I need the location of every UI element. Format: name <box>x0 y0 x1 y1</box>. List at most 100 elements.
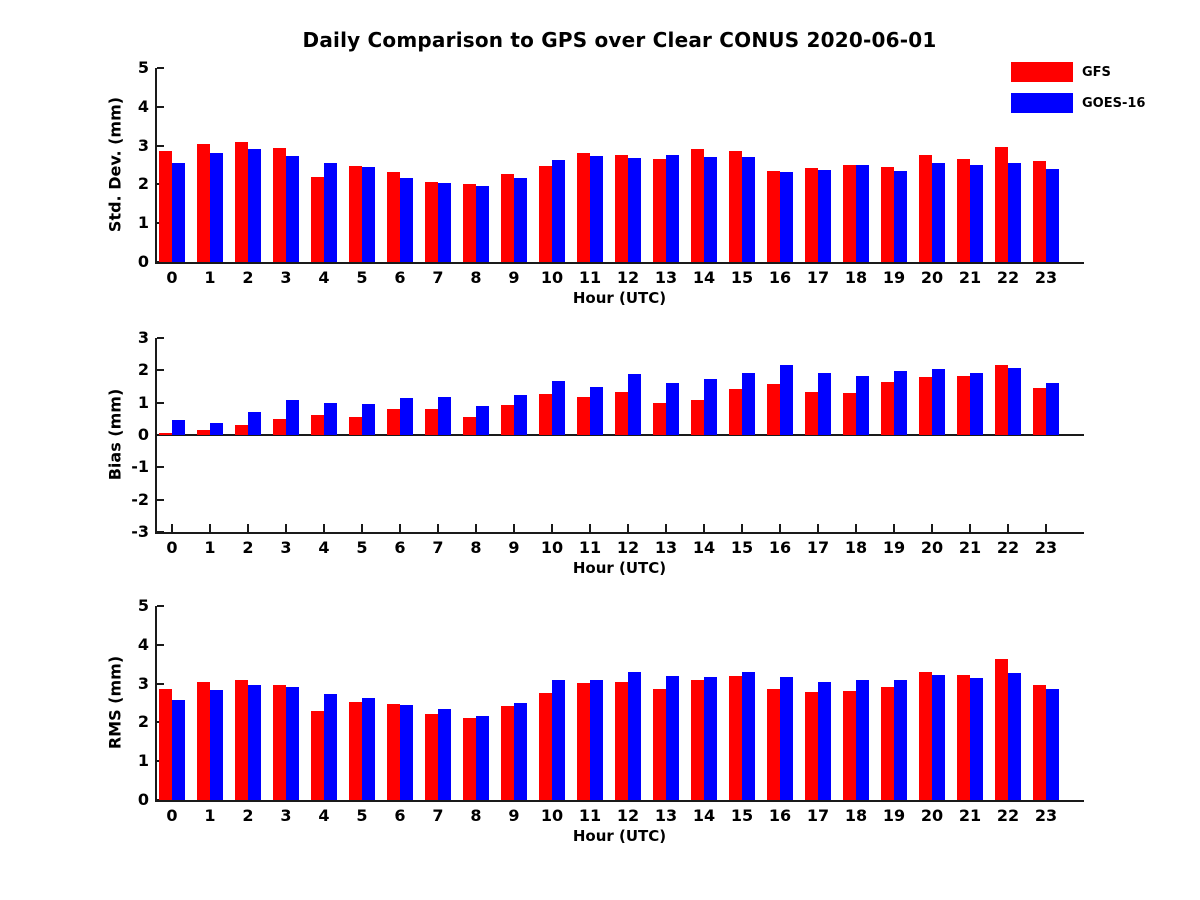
bar-goes-16-hour-3 <box>286 400 299 435</box>
bar-goes-16-hour-0 <box>172 700 185 800</box>
y-tick-label: -1 <box>131 457 149 477</box>
x-tick-mark <box>969 524 971 532</box>
x-tick-label: 14 <box>692 538 716 557</box>
bar-goes-16-hour-5 <box>362 403 375 435</box>
bar-gfs-hour-13 <box>653 158 666 262</box>
x-tick-label: 13 <box>654 538 678 557</box>
bar-goes-16-hour-8 <box>476 406 489 435</box>
bar-gfs-hour-8 <box>463 417 476 435</box>
y-tick-mark <box>157 643 164 646</box>
x-tick-label: 16 <box>768 538 792 557</box>
y-tick-label: 1 <box>137 392 149 412</box>
bar-goes-16-hour-14 <box>704 379 717 435</box>
bar-goes-16-hour-16 <box>780 364 793 435</box>
bar-gfs-hour-2 <box>235 425 248 435</box>
bar-goes-16-hour-22 <box>1008 367 1021 435</box>
bar-goes-16-hour-20 <box>932 369 945 435</box>
bar-gfs-hour-11 <box>577 683 590 800</box>
x-tick-label: 4 <box>318 538 330 557</box>
bar-goes-16-hour-5 <box>362 167 375 262</box>
bar-gfs-hour-10 <box>539 692 552 800</box>
x-tick-label: 6 <box>394 538 406 557</box>
x-tick-mark <box>665 524 667 532</box>
bar-goes-16-hour-6 <box>400 177 413 262</box>
x-axis-line <box>155 532 1084 534</box>
x-tick-label: 5 <box>356 538 368 557</box>
x-tick-label: 18 <box>844 268 868 287</box>
bar-goes-16-hour-8 <box>476 185 489 262</box>
bar-gfs-hour-3 <box>273 685 286 800</box>
bar-goes-16-hour-12 <box>628 157 641 262</box>
bar-goes-16-hour-9 <box>514 703 527 800</box>
bar-gfs-hour-16 <box>767 689 780 800</box>
x-axis-title: Hour (UTC) <box>572 827 667 845</box>
bar-gfs-hour-8 <box>463 183 476 262</box>
x-tick-label: 17 <box>806 538 830 557</box>
bar-goes-16-hour-17 <box>818 682 831 800</box>
y-tick-mark <box>157 498 164 501</box>
y-tick-mark <box>157 466 164 469</box>
bar-gfs-hour-9 <box>501 173 514 262</box>
bar-gfs-hour-22 <box>995 147 1008 262</box>
bar-goes-16-hour-1 <box>210 422 223 435</box>
x-tick-label: 0 <box>166 538 178 557</box>
bar-gfs-hour-4 <box>311 711 324 800</box>
y-axis-title: RMS (mm) <box>105 655 125 750</box>
x-tick-label: 9 <box>508 538 520 557</box>
x-tick-label: 11 <box>578 268 602 287</box>
bar-goes-16-hour-4 <box>324 693 337 800</box>
bar-goes-16-hour-20 <box>932 163 945 262</box>
bar-goes-16-hour-0 <box>172 419 185 435</box>
bar-goes-16-hour-13 <box>666 675 679 800</box>
legend: GFS GOES-16 <box>1011 62 1145 113</box>
bar-gfs-hour-16 <box>767 170 780 262</box>
bar-gfs-hour-22 <box>995 364 1008 435</box>
x-tick-mark <box>855 524 857 532</box>
bar-goes-16-hour-19 <box>894 680 907 800</box>
bar-goes-16-hour-2 <box>248 148 261 262</box>
x-tick-mark <box>779 524 781 532</box>
bar-gfs-hour-19 <box>881 166 894 262</box>
bar-gfs-hour-19 <box>881 686 894 800</box>
bar-gfs-hour-5 <box>349 417 362 435</box>
bar-gfs-hour-7 <box>425 181 438 262</box>
subplot-rms: 0 1 2 3 4 5 0 1 2 3 4 5 6 7 8 9 10 11 12 13 14 15 16 17 18 19 20 21… <box>106 596 1084 845</box>
x-tick-label: 7 <box>432 268 444 287</box>
y-axis-title: Std. Dev. (mm) <box>105 96 125 233</box>
x-tick-label: 18 <box>844 806 868 825</box>
bar-goes-16-hour-7 <box>438 708 451 800</box>
y-axis-title: Bias (mm) <box>105 388 125 481</box>
y-tick-label: 1 <box>137 213 149 233</box>
bar-goes-16-hour-14 <box>704 156 717 262</box>
x-tick-label: 21 <box>958 268 982 287</box>
x-tick-label: 20 <box>920 538 944 557</box>
bar-gfs-hour-19 <box>881 381 894 435</box>
x-axis-title: Hour (UTC) <box>572 289 667 307</box>
bar-gfs-hour-9 <box>501 405 514 435</box>
bar-gfs-hour-14 <box>691 399 704 435</box>
bar-goes-16-hour-19 <box>894 170 907 262</box>
bar-gfs-hour-6 <box>387 409 400 435</box>
y-tick-label: 2 <box>137 712 149 732</box>
x-tick-label: 3 <box>280 268 292 287</box>
bar-goes-16-hour-5 <box>362 697 375 800</box>
subplot-std-dev: 0 1 2 3 4 5 0 1 2 3 4 5 6 7 8 9 10 11 12 13 14 15 16 17 18 19 20 21… <box>106 58 1084 307</box>
y-tick-mark <box>157 682 164 685</box>
x-tick-label: 3 <box>280 806 292 825</box>
x-tick-mark <box>361 524 363 532</box>
bar-goes-16-hour-18 <box>856 680 869 800</box>
bar-goes-16-hour-11 <box>590 156 603 262</box>
x-tick-mark <box>817 524 819 532</box>
bar-gfs-hour-18 <box>843 691 856 800</box>
bar-goes-16-hour-17 <box>818 372 831 435</box>
bar-goes-16-hour-9 <box>514 395 527 435</box>
bar-gfs-hour-6 <box>387 704 400 800</box>
bar-goes-16-hour-18 <box>856 375 869 435</box>
y-tick-label: 2 <box>137 360 149 380</box>
x-tick-label: 2 <box>242 538 254 557</box>
bar-gfs-hour-13 <box>653 402 666 435</box>
bar-gfs-hour-20 <box>919 672 932 800</box>
x-tick-label: 4 <box>318 268 330 287</box>
x-tick-label: 10 <box>540 268 564 287</box>
bar-goes-16-hour-2 <box>248 412 261 435</box>
